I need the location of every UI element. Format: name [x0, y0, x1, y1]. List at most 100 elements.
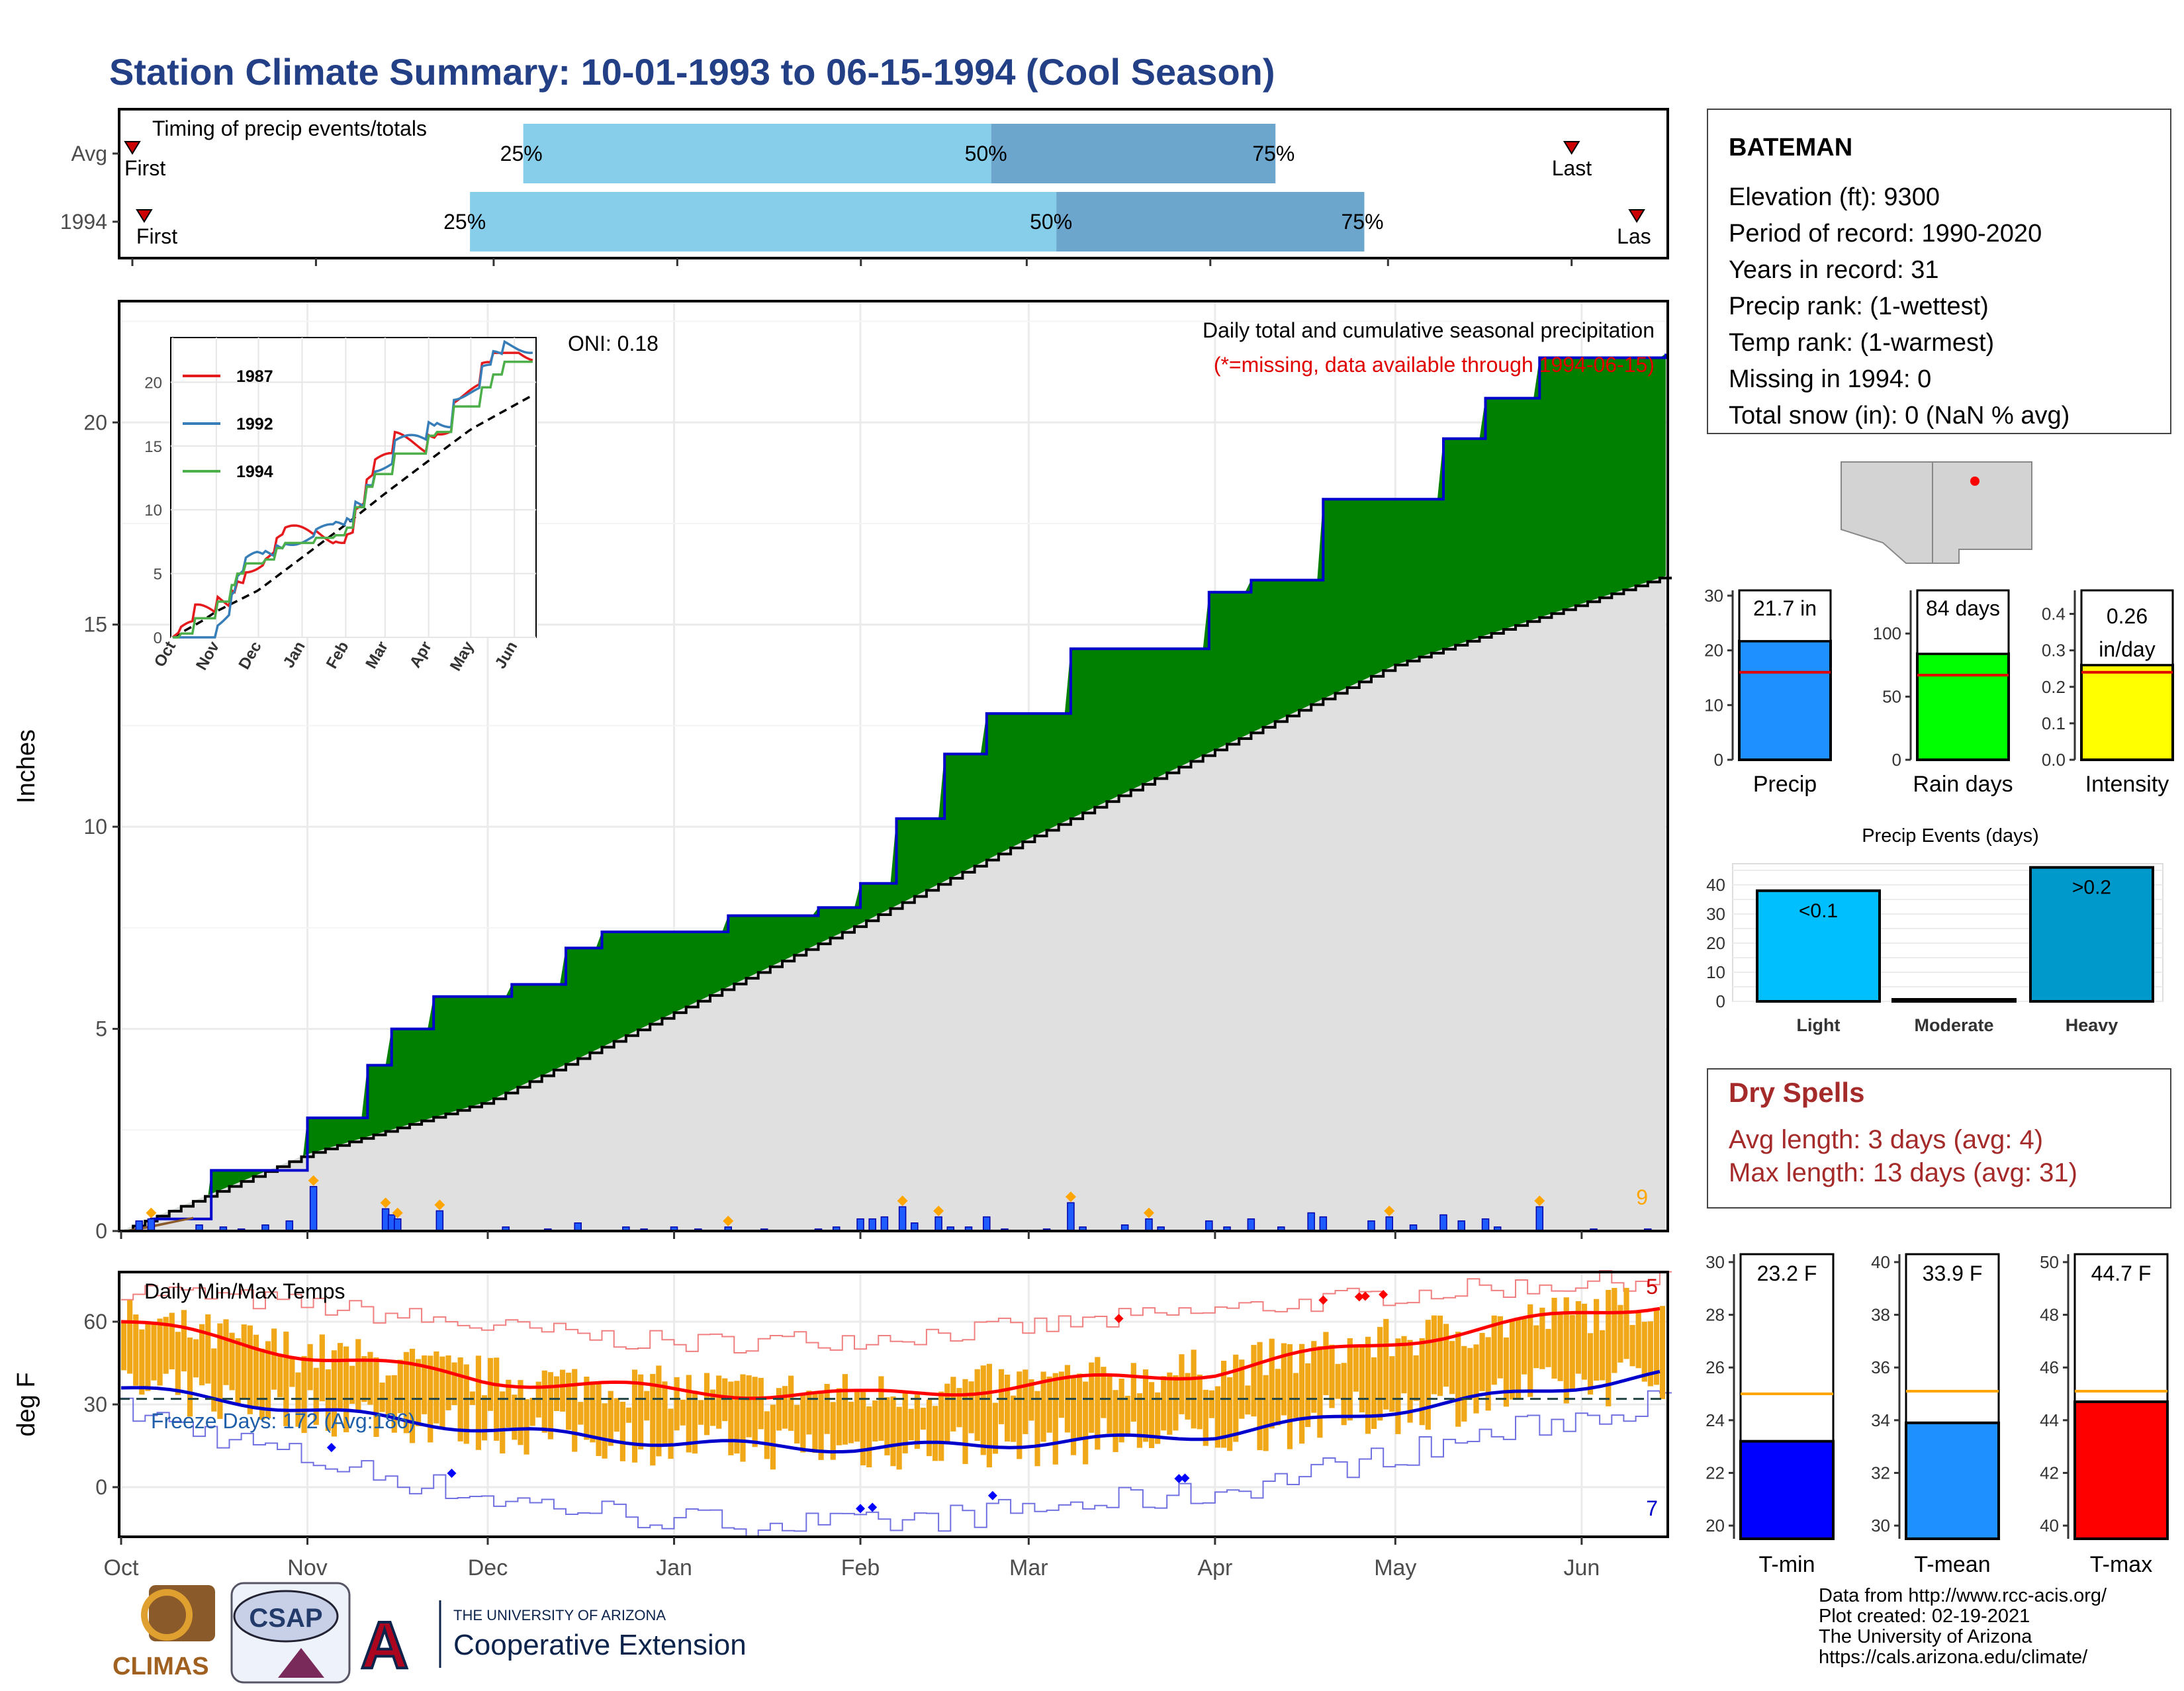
summary-bar-tick-label: 0.1	[2042, 713, 2066, 733]
daily-temp-range-bar	[391, 1375, 397, 1433]
daily-temp-range-bar	[854, 1390, 860, 1442]
summary-bar-tick-label: 0.0	[2042, 750, 2066, 770]
daily-temp-range-bar	[686, 1375, 692, 1453]
temp-y-tick-label: 0	[95, 1475, 107, 1499]
daily-temp-range-bar	[1575, 1301, 1581, 1374]
daily-temp-range-bar	[884, 1397, 890, 1455]
summary-bar-tick-label: 0.3	[2042, 641, 2066, 661]
daily-temp-range-bar	[740, 1374, 746, 1462]
month-axis-label: Nov	[287, 1555, 327, 1580]
daily-temp-range-bar	[1058, 1371, 1064, 1418]
daily-temp-range-bar	[1503, 1337, 1509, 1407]
daily-temp-range-bar	[596, 1384, 602, 1456]
daily-temp-range-bar	[1311, 1341, 1317, 1413]
daily-temp-range-bar	[1389, 1356, 1395, 1412]
daily-temp-range-bar	[1197, 1375, 1203, 1430]
daily-temp-range-bar	[818, 1393, 824, 1460]
timing-row-label: Avg	[71, 142, 107, 165]
daily-temp-range-bar	[752, 1377, 758, 1447]
daily-precip-bar	[880, 1216, 889, 1232]
precip-events-chart: Precip Events (days) 0 10 20 30 40 <0.1 Light Mo…	[1706, 825, 2163, 1035]
daily-precip-bar	[394, 1218, 402, 1232]
daily-temp-range-bar	[848, 1401, 854, 1443]
daily-precip-bar	[1535, 1206, 1544, 1232]
precip-y-axis-label: Inches	[13, 729, 40, 803]
daily-temp-range-bar	[1083, 1381, 1089, 1465]
daily-temp-range-bar	[127, 1300, 133, 1374]
daily-temp-range-bar	[1011, 1395, 1017, 1442]
daily-temp-range-bar	[241, 1324, 247, 1399]
daily-precip-bar	[1439, 1214, 1447, 1232]
daily-precip-bar	[1385, 1216, 1393, 1232]
daily-temp-range-bar	[1437, 1315, 1443, 1396]
daily-temp-range-bar	[728, 1381, 734, 1455]
daily-temp-range-bar	[566, 1373, 572, 1430]
daily-temp-range-bar	[992, 1402, 999, 1454]
first-event-marker	[124, 141, 141, 155]
daily-temp-range-bar	[998, 1369, 1005, 1424]
daily-temp-range-bar	[1509, 1320, 1516, 1400]
daily-temp-range-bar	[307, 1344, 313, 1391]
footer-credits: Data from http://www.rcc-acis.org/Plot c…	[1819, 1585, 2107, 1668]
daily-temp-range-bar	[968, 1381, 974, 1434]
daily-temp-range-bar	[704, 1373, 710, 1436]
daily-precip-bar	[983, 1216, 991, 1232]
temp-bar-tmean: 30 32 34 36 38 40 33.9 F T-mean	[1871, 1252, 2000, 1577]
record-low-marker	[326, 1443, 336, 1453]
daily-temp-range-bar	[872, 1400, 878, 1442]
daily-temp-range-bar	[199, 1324, 205, 1386]
daily-temp-range-bar	[920, 1407, 927, 1430]
daily-temp-range-bar	[1095, 1357, 1101, 1450]
daily-precip-bar	[147, 1218, 156, 1232]
daily-temp-range-bar	[631, 1369, 638, 1463]
daily-temp-range-bar	[806, 1391, 812, 1435]
temp-bar-tick-label: 48	[2040, 1305, 2059, 1325]
temp-bar-tick-label: 30	[1706, 1252, 1725, 1272]
events-bar-heavy	[2029, 866, 2154, 1003]
daily-precip-bar	[1367, 1220, 1375, 1232]
daily-temp-range-bar	[770, 1404, 776, 1470]
daily-precip-bar	[1247, 1218, 1255, 1232]
station-info-line: Missing in 1994: 0	[1729, 365, 1931, 393]
daily-temp-range-bar	[1569, 1314, 1575, 1390]
daily-temp-range-bar	[481, 1395, 488, 1441]
temp-bar-tick-label: 38	[1871, 1305, 1890, 1325]
daily-temp-range-bar	[187, 1337, 193, 1417]
inset-series-line-1994	[173, 360, 533, 639]
daily-temp-range-bar	[578, 1402, 584, 1425]
daily-temp-range-bar	[1545, 1328, 1551, 1367]
daily-temp-range-bar	[1130, 1363, 1136, 1422]
daily-temp-range-bar	[247, 1325, 253, 1414]
daily-temp-range-bar	[974, 1369, 980, 1441]
daily-precip-extreme-marker	[308, 1175, 319, 1186]
summary-bar-tick-label: 0.4	[2042, 604, 2066, 624]
daily-temp-range-bar	[1335, 1363, 1341, 1399]
temp-bar-tick-label: 22	[1706, 1463, 1725, 1483]
month-axis-label: Jun	[1563, 1555, 1600, 1580]
daily-temp-range-bar	[800, 1394, 806, 1453]
daily-temp-range-bar	[373, 1357, 379, 1438]
inset-y-tick-label: 20	[144, 374, 162, 392]
events-title: Precip Events (days)	[1862, 825, 2039, 846]
daily-temp-range-bar	[1046, 1376, 1052, 1433]
daily-temp-range-bar	[265, 1341, 271, 1418]
daily-temp-range-bar	[385, 1375, 391, 1414]
daily-temp-range-bar	[625, 1407, 632, 1423]
summary-bar-value-label: 0.26 in/day	[2099, 604, 2155, 661]
daily-temp-range-bar	[133, 1314, 139, 1386]
daily-temp-range-bar	[1365, 1336, 1371, 1434]
daily-temp-range-bar	[1227, 1377, 1233, 1451]
inset-y-tick-label: 10	[144, 502, 162, 520]
daily-temp-range-bar	[758, 1377, 764, 1430]
temp-bar-tick-label: 42	[2040, 1463, 2059, 1483]
events-y-tick-label: 20	[1706, 933, 1725, 953]
temp-y-axis-label: deg F	[13, 1372, 40, 1436]
daily-temp-range-bar	[1161, 1376, 1167, 1431]
daily-temp-range-bar	[1491, 1315, 1497, 1385]
daily-temp-range-bar	[1527, 1304, 1533, 1397]
inset-y-tick-label: 0	[154, 629, 162, 647]
daily-temp-range-bar	[619, 1401, 625, 1461]
daily-temp-range-bar	[409, 1348, 416, 1443]
daily-temp-range-bar	[1515, 1317, 1522, 1399]
